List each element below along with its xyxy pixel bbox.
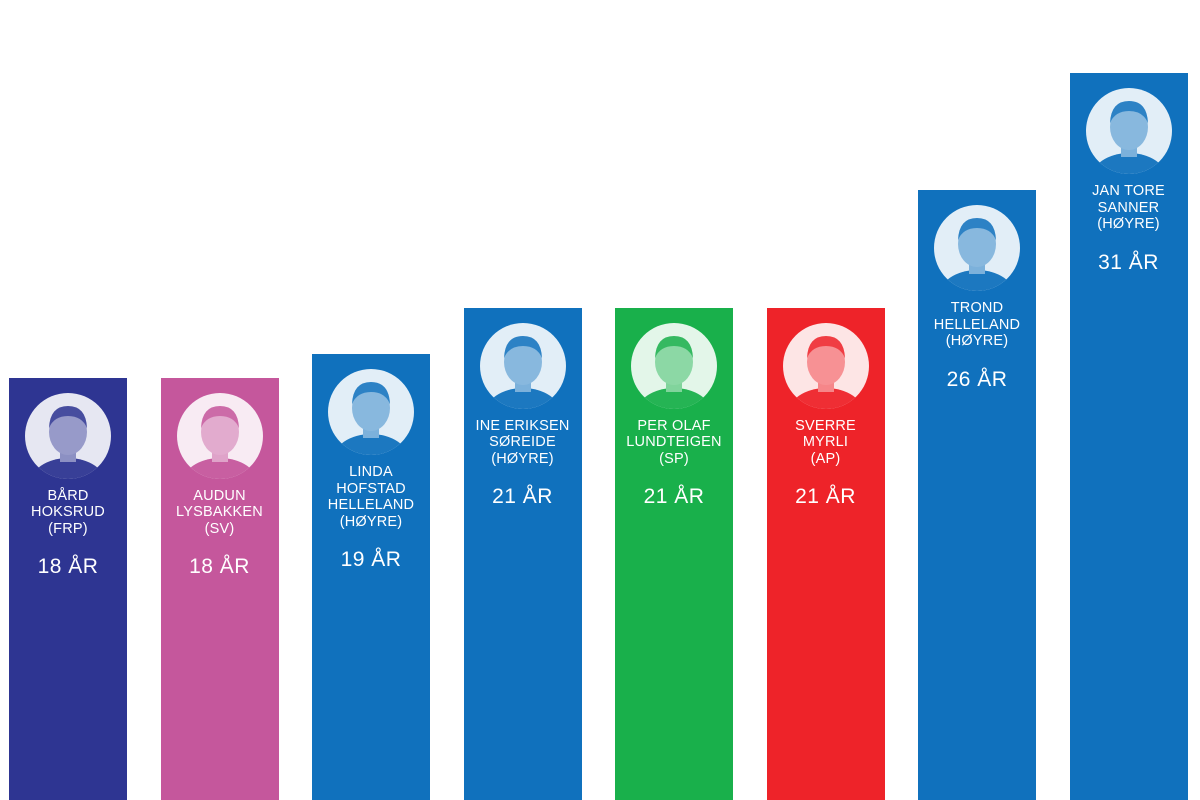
bar-name-line: JAN TORE [1092,183,1165,200]
portrait-icon [176,392,263,479]
portrait-icon [328,369,414,456]
bar: SVERRE MYRLI (AP) 21 ÅR [766,307,885,800]
bar-name-line: LUNDTEIGEN [626,434,722,451]
bar-name-line: LYSBAKKEN [176,504,263,521]
bar-name-label: BÅRD HOKSRUD (FRP) [9,488,127,538]
bar-name-line: (SP) [659,450,689,467]
bar: LINDA HOFSTAD HELLELAND (HØYRE) 19 ÅR [312,354,430,800]
bar-name-line: HOFSTAD [336,480,406,497]
portrait-icon [631,322,717,409]
bar-name-label: SVERRE MYRLI (AP) [767,418,885,468]
bar: TROND HELLELAND (HØYRE) 26 ÅR [918,190,1036,800]
portrait-icon [1085,88,1172,175]
bar-name-line: LINDA [349,464,393,481]
bar-name-line: (HØYRE) [945,333,1009,350]
bar-name-label: LINDA HOFSTAD HELLELAND (HØYRE) [312,464,430,530]
bar-value-label: 31 ÅR [1098,250,1159,274]
bar-name-label: INE ERIKSEN SØREIDE (HØYRE) [464,418,582,468]
bar-name-line: (HØYRE) [491,450,554,467]
bar-name-line: HOKSRUD [31,504,105,521]
bar-name-line: (HØYRE) [1097,216,1160,233]
bar-name-label: TROND HELLELAND (HØYRE) [918,300,1036,350]
bar-value-label: 19 ÅR [340,548,402,572]
bar-value-label: 26 ÅR [946,367,1008,391]
bar-name-label: PER OLAF LUNDTEIGEN (SP) [615,418,733,468]
bar-name-line: (FRP) [48,520,88,537]
bar: JAN TORE SANNER (HØYRE) 31 ÅR [1069,73,1188,800]
bar-name-line: TROND [950,300,1004,317]
bar: INE ERIKSEN SØREIDE (HØYRE) 21 ÅR [463,307,582,800]
bar-value-label: 21 ÅR [643,485,705,509]
portrait-icon [479,322,566,409]
bar-name-label: AUDUN LYSBAKKEN (SV) [161,488,279,538]
bar-value-label: 18 ÅR [37,555,99,579]
portrait-icon [782,322,869,409]
bar-name-line: AUDUN [193,487,246,504]
bar-value-label: 21 ÅR [795,485,856,509]
bar-name-line: SVERRE [795,417,856,434]
bar-name-line: (HØYRE) [339,513,403,530]
bar: BÅRD HOKSRUD (FRP) 18 ÅR [9,377,127,800]
bar: PER OLAF LUNDTEIGEN (SP) 21 ÅR [615,307,733,800]
bar-name-line: INE ERIKSEN [475,417,570,434]
portrait-icon [25,392,111,479]
bar-name-label: JAN TORE SANNER (HØYRE) [1070,183,1188,233]
bar-name-line: HELLELAND [327,497,415,514]
bar-value-label: 18 ÅR [189,555,250,579]
bar-name-line: SANNER [1097,199,1160,216]
bar-name-line: (AP) [810,450,841,467]
bar-name-line: SØREIDE [489,434,556,451]
portrait-icon [934,205,1020,292]
bar-name-line: MYRLI [802,434,849,451]
bar: AUDUN LYSBAKKEN (SV) 18 ÅR [160,377,279,800]
bar-name-line: PER OLAF [637,417,711,434]
bar-name-line: BÅRD [47,487,89,504]
bar-name-line: (SV) [204,520,235,537]
bar-value-label: 21 ÅR [492,485,553,509]
bar-name-line: HELLELAND [933,316,1021,333]
